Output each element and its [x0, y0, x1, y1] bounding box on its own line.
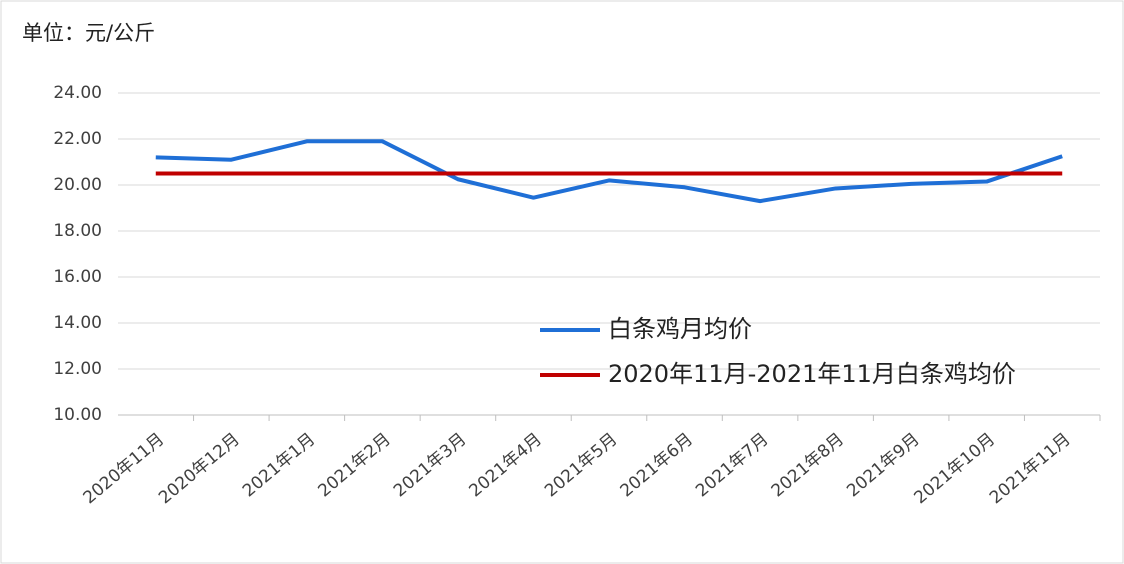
y-tick-label: 22.00 [53, 129, 102, 149]
unit-label: 单位：元/公斤 [22, 21, 155, 45]
y-tick-label: 20.00 [53, 175, 102, 195]
y-tick-label: 16.00 [53, 267, 102, 287]
legend-label: 2020年11月-2021年11月白条鸡均价 [608, 360, 1016, 388]
y-tick-label: 18.00 [53, 221, 102, 241]
y-tick-label: 10.00 [53, 405, 102, 425]
y-tick-label: 12.00 [53, 359, 102, 379]
series-line [155, 139, 1063, 204]
legend-label: 白条鸡月均价 [608, 315, 752, 343]
y-tick-label: 24.00 [53, 83, 102, 103]
y-tick-label: 14.00 [53, 313, 102, 333]
